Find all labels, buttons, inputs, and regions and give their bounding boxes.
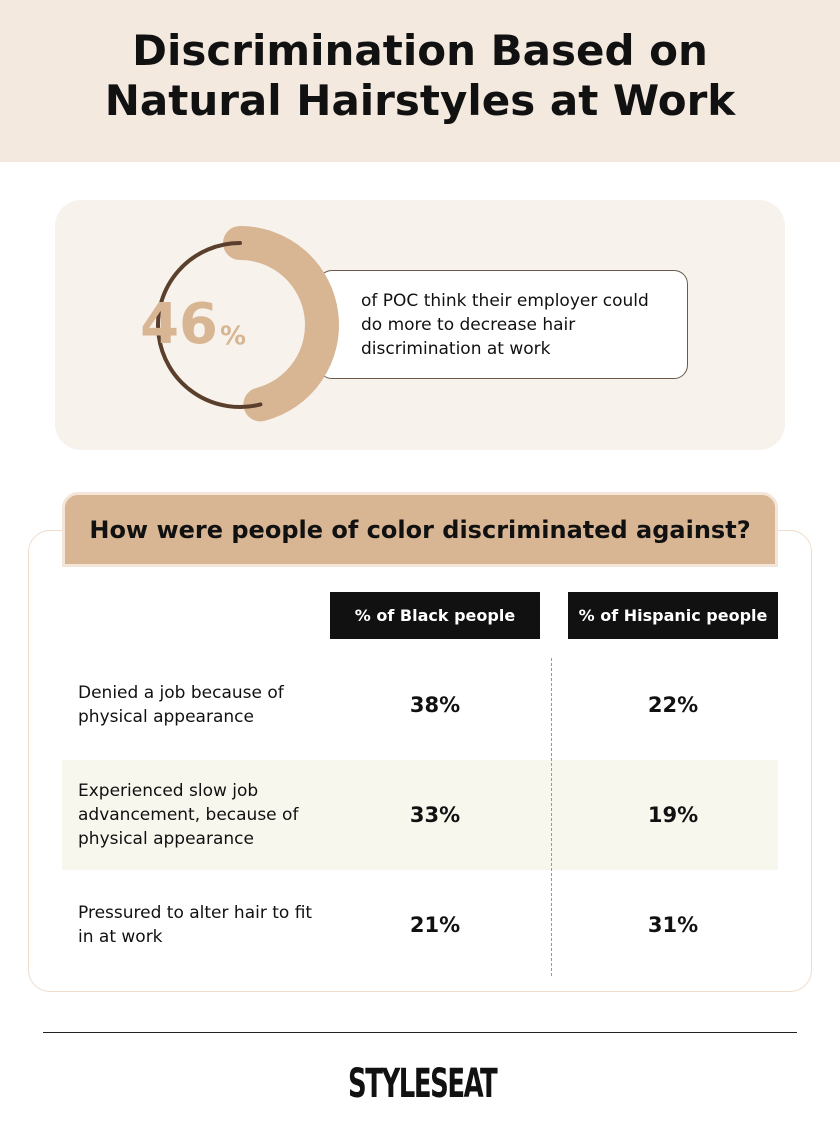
section-title: How were people of color discriminated a… <box>62 492 778 567</box>
stat-unit: % <box>220 322 246 352</box>
column-header: % of Hispanic people <box>568 592 778 639</box>
donut-arc <box>223 226 339 422</box>
row-label: Denied a job because of physical appeara… <box>78 683 284 727</box>
row-band <box>62 760 778 870</box>
cell-value: 31% <box>647 913 699 937</box>
cell-value: 22% <box>647 693 699 717</box>
logo: STYLESEAT <box>348 1061 498 1107</box>
row-label: Pressured to alter hair to fit in at wor… <box>78 903 313 947</box>
stat-text: of POC think their employer could do mor… <box>318 270 688 379</box>
divider <box>551 658 552 976</box>
stat-value: 46 <box>140 292 218 357</box>
donut-track <box>156 241 263 409</box>
row-label: Experienced slow job advancement, becaus… <box>78 781 299 849</box>
cell-value: 38% <box>409 693 461 717</box>
column-header: % of Black people <box>330 592 540 639</box>
cell-value: 21% <box>409 913 461 937</box>
header <box>0 0 840 162</box>
footer-rule <box>43 1032 797 1033</box>
donut: 46 % <box>140 226 339 422</box>
title: Discrimination Based on Natural Hairstyl… <box>104 26 736 125</box>
cell-value: 19% <box>647 803 699 827</box>
cell-value: 33% <box>409 803 461 827</box>
stat-text: of POC think their employer could do mor… <box>361 290 649 359</box>
